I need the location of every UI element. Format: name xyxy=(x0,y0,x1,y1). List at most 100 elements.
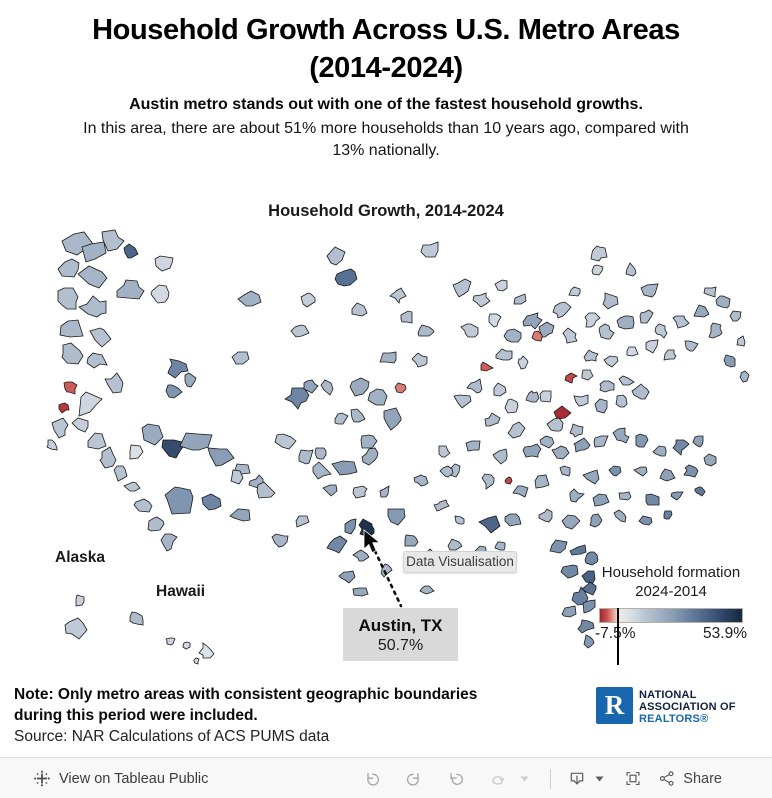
revert-button[interactable] xyxy=(448,771,464,787)
metro-shape[interactable] xyxy=(314,447,327,460)
metro-shape[interactable] xyxy=(481,473,495,490)
metro-shape[interactable] xyxy=(230,469,244,485)
metro-shape[interactable] xyxy=(57,258,80,278)
metro-shape[interactable] xyxy=(569,488,585,503)
metro-shape[interactable] xyxy=(344,518,357,535)
metro-shape[interactable] xyxy=(625,262,637,277)
metro-shape[interactable] xyxy=(154,255,174,272)
metro-shape[interactable] xyxy=(504,398,519,414)
metro-shape[interactable] xyxy=(379,485,390,498)
metro-shape[interactable] xyxy=(598,323,615,340)
metro-shape[interactable] xyxy=(77,265,108,289)
metro-shape[interactable] xyxy=(284,387,310,410)
metro-shape[interactable] xyxy=(193,657,200,665)
metro-shape[interactable] xyxy=(561,605,577,618)
metro-shape[interactable] xyxy=(295,515,310,528)
metro-shape[interactable] xyxy=(326,535,348,554)
metro-shape[interactable] xyxy=(86,352,108,369)
metro-shape[interactable] xyxy=(703,286,717,298)
metro-shape[interactable] xyxy=(608,465,622,477)
metro-shape[interactable] xyxy=(672,315,690,329)
metro-shape[interactable] xyxy=(165,637,176,646)
metro-shape[interactable] xyxy=(57,287,79,310)
metro-shape[interactable] xyxy=(654,323,668,339)
metro-shape[interactable] xyxy=(582,599,596,614)
metro-shape[interactable] xyxy=(58,402,70,414)
metro-shape[interactable] xyxy=(640,283,659,298)
metro-shape[interactable] xyxy=(326,246,346,266)
metro-shape[interactable] xyxy=(453,394,472,409)
metro-shape[interactable] xyxy=(590,245,608,262)
refresh-button[interactable] xyxy=(490,771,506,787)
metro-shape[interactable] xyxy=(618,375,635,386)
metro-shape[interactable] xyxy=(683,464,699,478)
metro-shape[interactable] xyxy=(626,346,639,357)
metro-shape[interactable] xyxy=(592,493,610,507)
metro-shape[interactable] xyxy=(438,445,451,458)
metro-shape[interactable] xyxy=(322,484,338,497)
redo-button[interactable] xyxy=(406,771,422,787)
metro-shape-austin[interactable] xyxy=(358,518,375,538)
metro-shape[interactable] xyxy=(59,319,84,338)
metro-shape[interactable] xyxy=(613,509,627,523)
metro-shape[interactable] xyxy=(141,423,164,446)
metro-shape[interactable] xyxy=(231,351,250,365)
metro-shape[interactable] xyxy=(638,515,653,526)
metro-shape[interactable] xyxy=(583,349,599,362)
metro-shape[interactable] xyxy=(256,481,276,499)
metro-shape[interactable] xyxy=(618,491,632,501)
metro-shape[interactable] xyxy=(736,335,746,347)
metro-shape[interactable] xyxy=(573,394,589,407)
metro-shape[interactable] xyxy=(493,382,507,397)
metro-shape[interactable] xyxy=(104,372,124,394)
metro-shape[interactable] xyxy=(531,330,543,342)
share-label[interactable]: Share xyxy=(683,770,722,787)
metro-shape[interactable] xyxy=(692,435,704,448)
metro-shape[interactable] xyxy=(693,304,710,318)
metro-shape[interactable] xyxy=(420,241,439,258)
download-button[interactable] xyxy=(569,771,585,787)
metro-shape[interactable] xyxy=(645,493,660,506)
metro-shape[interactable] xyxy=(525,390,540,403)
metro-shape[interactable] xyxy=(237,290,262,307)
metro-shape[interactable] xyxy=(581,369,594,381)
metro-shape[interactable] xyxy=(417,324,435,337)
metro-shape[interactable] xyxy=(229,508,251,522)
metro-shape[interactable] xyxy=(708,322,723,339)
metro-shape[interactable] xyxy=(454,515,465,525)
metro-shape[interactable] xyxy=(404,534,419,547)
metro-shape[interactable] xyxy=(616,315,635,330)
metro-shape[interactable] xyxy=(633,466,648,477)
metro-shape[interactable] xyxy=(64,617,88,640)
metro-shape[interactable] xyxy=(561,514,581,530)
metro-shape[interactable] xyxy=(645,339,659,354)
undo-button[interactable] xyxy=(364,771,380,787)
metro-shape[interactable] xyxy=(99,446,117,469)
metro-shape[interactable] xyxy=(663,510,673,520)
metro-shape[interactable] xyxy=(352,549,370,562)
metro-shape[interactable] xyxy=(379,351,397,364)
metro-shape[interactable] xyxy=(583,634,595,649)
metro-shape[interactable] xyxy=(361,447,379,466)
metro-shape[interactable] xyxy=(538,508,553,523)
metro-shape[interactable] xyxy=(274,433,297,450)
metro-shape[interactable] xyxy=(560,564,579,579)
metro-shape[interactable] xyxy=(383,407,402,431)
metro-shape[interactable] xyxy=(615,394,628,408)
metro-shape[interactable] xyxy=(75,594,85,607)
metro-shape[interactable] xyxy=(591,264,604,276)
metro-shape[interactable] xyxy=(612,427,630,444)
metro-shape[interactable] xyxy=(184,372,197,388)
metro-shape[interactable] xyxy=(198,642,215,659)
share-button[interactable] xyxy=(659,771,675,787)
metro-shape[interactable] xyxy=(179,432,213,451)
metro-shape[interactable] xyxy=(582,469,600,485)
metro-shape[interactable] xyxy=(320,379,334,396)
metro-shape[interactable] xyxy=(478,515,501,534)
metro-shape[interactable] xyxy=(684,340,699,352)
metro-shape[interactable] xyxy=(71,417,89,433)
metro-shape[interactable] xyxy=(652,445,667,457)
metro-shape[interactable] xyxy=(387,508,406,526)
metro-shape[interactable] xyxy=(694,486,706,497)
metro-shape[interactable] xyxy=(389,287,407,304)
